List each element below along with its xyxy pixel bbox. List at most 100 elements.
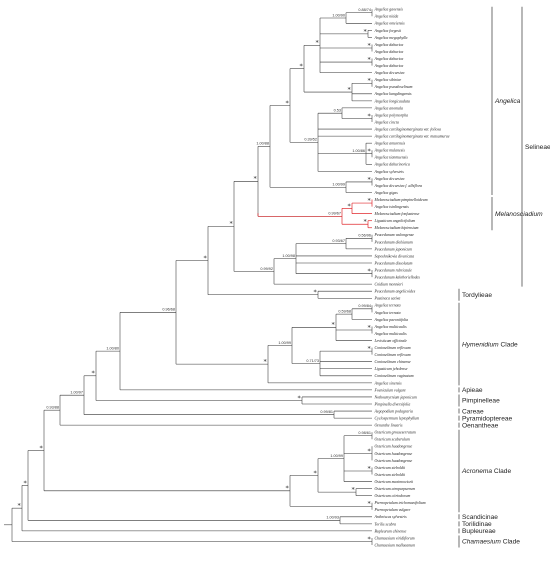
support-value: 0.99/81 (320, 410, 333, 414)
taxon-label: Angelica tsinlingensis (374, 205, 410, 209)
taxon-label: Levisticum officinale (374, 339, 408, 343)
support-value: 0.93/88 (46, 406, 59, 410)
support-value: 0.99/92 (260, 267, 273, 271)
taxon-label: Peucedanum angelicoides (374, 290, 416, 294)
taxon-label: Aegopodium podagraria (374, 409, 413, 413)
support-star: * (368, 447, 372, 455)
taxon-label: Angelica amurensis (374, 142, 406, 146)
support-value: 1.00/86 (352, 149, 365, 153)
taxon-label: Melanosciadium fonfuatense (374, 212, 420, 216)
taxon-label: Angelica gigas (374, 191, 399, 195)
support-value: 0.59/68 (338, 310, 351, 314)
taxon-label: Angelica polymorpha (374, 113, 409, 117)
taxon-label: Ostericum huadongense (375, 445, 413, 449)
support-value: 1.00/80 (106, 347, 119, 351)
clade-label: Chamaesium Clade (462, 539, 520, 546)
taxon-label: Ostericum scaberulum (375, 438, 411, 442)
taxon-label: Pternopetalum trichomanifolium (374, 501, 426, 505)
taxon-label: Angelica sibiriae (374, 78, 402, 82)
taxon-label: Angelica tianmuensis (374, 156, 409, 160)
support-value: 1.00/99 (330, 454, 343, 458)
taxon-label: Angelica omeiensis (374, 22, 406, 26)
taxon-label: Ostericum huadongense (375, 459, 413, 463)
taxon-label: Ostericum sieboldii (375, 466, 406, 470)
taxon-label: Ligusticum angelicifolium (374, 219, 416, 223)
taxon-label: Foeniculum vulgare (374, 388, 407, 392)
taxon-label: Angelica multicaulis (374, 325, 408, 329)
support-value: 0.98/61 (358, 431, 371, 435)
support-star: * (348, 202, 352, 210)
support-star: * (368, 345, 372, 353)
support-star: * (40, 444, 44, 452)
taxon-label: Angelica pseudoselinum (374, 85, 413, 89)
support-value: 0.88/74 (358, 8, 371, 12)
support-star: * (286, 99, 290, 107)
support-value: 1.00/90 (332, 13, 345, 17)
taxon-label: Torilis scabra (375, 522, 397, 526)
taxon-label: Saposhnikovia divaricata (375, 254, 415, 258)
taxon-label: Angelica ternata (374, 304, 401, 308)
clade-label: Careae (462, 408, 484, 415)
taxon-label: Angelica kangdingensis (374, 92, 413, 96)
support-star: * (368, 147, 372, 155)
taxon-label: Anthriscus sylvestris (374, 515, 408, 519)
taxon-label: Angelica cartilaginomarginata var. matsu… (374, 135, 450, 139)
taxon-label: Conioselinum chinense (375, 360, 411, 364)
taxon-label: Peucedanum dielsianum (374, 240, 413, 244)
support-star: * (368, 41, 372, 49)
support-star: * (316, 39, 320, 47)
taxon-label: Angelica longicaudata (374, 99, 410, 103)
support-star: * (254, 175, 258, 183)
support-value: 1.00/88 (256, 142, 269, 146)
taxon-label: Cnidium monnieri (375, 283, 403, 287)
taxon-label: Nothosmyrnium japonicum (374, 395, 417, 399)
support-star: * (368, 464, 372, 472)
support-value: 0.93/67 (332, 239, 345, 243)
clade-label: Bupleureae (462, 528, 496, 535)
taxon-label: Peucedanum dissolutum (374, 261, 413, 265)
clade-label: Apieae (462, 387, 483, 394)
taxon-label: Angelica dahurica (374, 50, 404, 54)
taxon-label: Ostericum sieboldii (375, 473, 406, 477)
taxon-label: Peucedanum kakrhoriellodes (374, 276, 421, 280)
support-value: 1.00/97 (70, 391, 83, 395)
taxon-label: Melanosciadium hipiensium (374, 226, 419, 230)
taxon-label: Angelica dahurica (374, 43, 404, 47)
support-value: 0.99/67 (328, 212, 341, 216)
clade-label: Scandicinae (462, 514, 498, 521)
clade-label: Hymenidium Clade (462, 341, 518, 348)
taxon-label: Angelica multicaulis (374, 332, 408, 336)
support-star: * (368, 55, 372, 63)
taxon-label: Angelica nitida (374, 15, 399, 19)
support-star: * (364, 218, 368, 226)
support-star: * (92, 369, 96, 377)
support-star: * (298, 394, 302, 402)
support-star: * (368, 323, 372, 331)
clade-label: Oenantheae (462, 422, 499, 429)
taxon-label: Angelica dahurica (374, 57, 404, 61)
taxon-label: Angelica anomala (374, 106, 403, 110)
support-value: 1.00/99 (332, 183, 345, 187)
taxon-label: Conioselinum reflexum (375, 353, 411, 357)
support-value: 0.99/84 (358, 304, 371, 308)
taxon-label: Chamaesium viridiflorum (375, 536, 415, 540)
taxon-label: Angelica decursiva (374, 177, 405, 181)
clade-label: Tordylieae (462, 292, 492, 299)
taxon-label: Angelica cartilaginomarginata var. folio… (374, 127, 441, 131)
taxon-label: Conioselinum vaginatum (375, 374, 414, 378)
support-value: 0.71/73 (306, 359, 319, 363)
support-star: * (264, 358, 268, 366)
support-star: * (204, 254, 208, 262)
clade-label: Pyramidoptereae (462, 415, 513, 422)
taxon-label: Peucedanum rubricaule (374, 268, 413, 272)
taxon-label: Angelica cincta (374, 120, 399, 124)
taxon-label: Cyclospermum leptophyllum (375, 417, 420, 421)
taxon-label: Chamaesium mallaeanum (375, 543, 416, 547)
taxon-label: Angelica mulanesis (374, 149, 406, 153)
clade-label: Melanosciadium (495, 211, 543, 218)
support-star: * (368, 196, 372, 204)
taxon-label: Pimpinella diversifolia (374, 402, 411, 406)
support-star: * (286, 484, 290, 492)
clade-label: Torilidinae (462, 521, 492, 528)
